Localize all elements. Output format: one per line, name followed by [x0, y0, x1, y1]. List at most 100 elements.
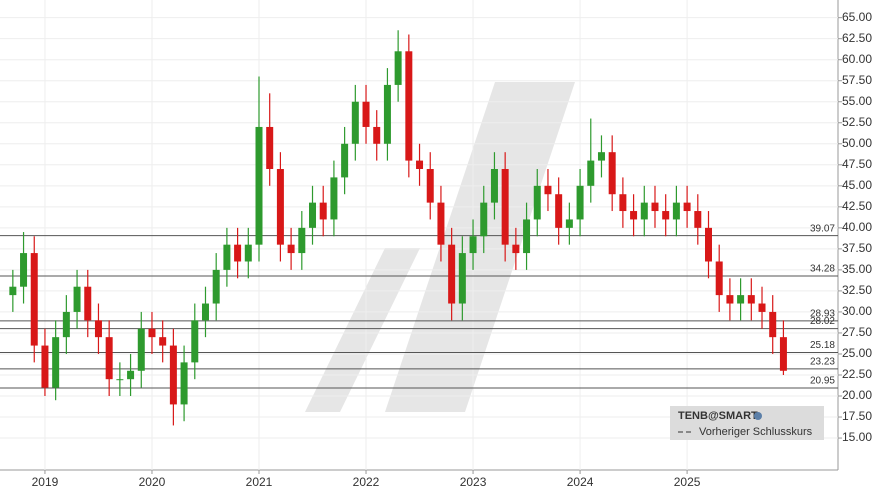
candle-body: [747, 295, 755, 304]
candle-body: [30, 253, 38, 346]
x-tick-label: 2022: [353, 475, 380, 489]
y-tick-label: 50.00: [842, 136, 872, 150]
y-tick-label: 57.50: [842, 73, 872, 87]
candle-body: [394, 51, 402, 85]
candle-body: [287, 244, 295, 254]
candle-body: [448, 244, 456, 304]
candle-body: [608, 152, 616, 195]
y-tick-label: 15.00: [842, 430, 872, 444]
y-tick-label: 45.00: [842, 178, 872, 192]
candle-body: [758, 303, 766, 312]
candle-body: [383, 84, 391, 144]
candle-body: [94, 320, 102, 338]
y-tick-label: 20.00: [842, 388, 872, 402]
level-label: 25.18: [810, 340, 835, 351]
candle-body: [116, 379, 124, 381]
candle-body: [362, 101, 370, 127]
candle-body: [105, 337, 113, 380]
candle-body: [201, 303, 209, 321]
candle-body: [705, 227, 713, 262]
watermark: [305, 82, 575, 412]
candle-body: [683, 202, 691, 212]
y-tick-label: 32.50: [842, 283, 872, 297]
level-label: 28.93: [810, 309, 835, 320]
level-label: 20.95: [810, 376, 835, 387]
candle-body: [437, 202, 445, 245]
candle-body: [512, 244, 520, 254]
y-tick-label: 27.50: [842, 325, 872, 339]
candle-body: [234, 244, 242, 262]
candle-body: [148, 328, 156, 338]
candle-body: [619, 194, 627, 212]
candle-body: [416, 160, 424, 169]
candle-body: [351, 101, 359, 144]
candle-body: [180, 362, 188, 405]
level-label: 23.23: [810, 356, 835, 367]
candle-body: [266, 126, 274, 169]
candle-body: [469, 236, 477, 254]
candle-body: [137, 328, 145, 371]
y-tick-label: 62.50: [842, 31, 872, 45]
candle-body: [426, 168, 434, 203]
candle-body: [651, 202, 659, 212]
y-tick-label: 40.00: [842, 220, 872, 234]
y-tick-label: 55.00: [842, 94, 872, 108]
candle-body: [9, 286, 17, 296]
legend: TENB@SMART Vorheriger Schlusskurs: [670, 406, 824, 440]
level-label: 28.02: [810, 316, 835, 327]
y-tick-label: 30.00: [842, 304, 872, 318]
y-tick-label: 37.50: [842, 241, 872, 255]
candle-body: [20, 253, 28, 287]
y-tick-label: 47.50: [842, 157, 872, 171]
candle-body: [169, 345, 177, 405]
x-tick-label: 2019: [32, 475, 59, 489]
candle-body: [255, 126, 263, 245]
candle-body: [73, 286, 81, 312]
candle-body: [501, 168, 509, 245]
x-tick-label: 2023: [460, 475, 487, 489]
candle-body: [597, 152, 605, 161]
y-tick-label: 35.00: [842, 262, 872, 276]
level-label: 39.07: [810, 223, 835, 234]
legend-entry: Vorheriger Schlusskurs: [699, 426, 813, 438]
candle-body: [41, 345, 49, 388]
candle-body: [244, 244, 252, 262]
candle-body: [341, 143, 349, 178]
candle-body: [779, 337, 787, 371]
candle-body: [191, 320, 199, 363]
candle-body: [769, 311, 777, 338]
y-tick-label: 25.00: [842, 346, 872, 360]
candle-body: [223, 244, 231, 270]
candle-body: [480, 202, 488, 237]
x-tick-label: 2025: [674, 475, 701, 489]
candle-body: [212, 269, 220, 304]
candle-body: [533, 185, 541, 220]
legend-box: [670, 406, 824, 440]
legend-title: TENB@SMART: [678, 410, 758, 422]
y-tick-label: 22.50: [842, 367, 872, 381]
candle-body: [159, 337, 167, 346]
y-tick-label: 60.00: [842, 52, 872, 66]
candle-body: [84, 286, 92, 321]
candle-body: [458, 253, 466, 304]
candle-body: [662, 211, 670, 220]
candle-body: [319, 202, 327, 220]
y-tick-label: 42.50: [842, 199, 872, 213]
candle-body: [62, 311, 70, 338]
candle-body: [330, 177, 338, 220]
candle-body: [309, 202, 317, 228]
candle-body: [52, 337, 60, 388]
candle-body: [694, 211, 702, 228]
candle-body: [544, 185, 552, 195]
candle-body: [587, 160, 595, 186]
candle-body: [715, 261, 723, 296]
candle-body: [405, 51, 413, 161]
x-tick-label: 2024: [567, 475, 594, 489]
candle-body: [523, 219, 531, 254]
candle-body: [726, 295, 734, 304]
candle-body: [490, 168, 498, 203]
candle-body: [630, 211, 638, 220]
candle-body: [672, 202, 680, 220]
candle-body: [565, 219, 573, 228]
